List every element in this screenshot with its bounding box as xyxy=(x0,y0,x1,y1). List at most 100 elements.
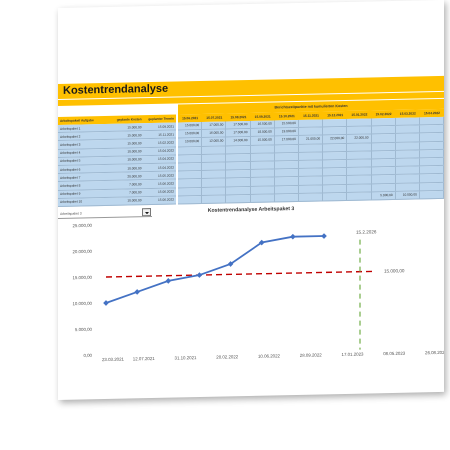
reported-cost-cell xyxy=(347,126,372,135)
reported-cost-cell: 15.000,00 xyxy=(178,121,203,130)
reported-cost-cell: 16.000,00 xyxy=(202,129,227,138)
reported-cost-cell xyxy=(202,186,227,195)
reported-cost-cell xyxy=(419,157,444,166)
reported-cost-cell xyxy=(202,146,227,154)
series-line xyxy=(105,235,324,304)
reporting-table: Berichtszeitpunkte mit kumulierten Koste… xyxy=(178,98,444,205)
reported-cost-cell xyxy=(226,161,251,170)
planned-cost-cell: 7.000,00 xyxy=(129,190,142,195)
reported-cost-cell xyxy=(419,141,444,150)
planned-cost-cell: 15.000,00 xyxy=(127,133,142,138)
package-name-cell: Arbeitspaket 6 xyxy=(60,167,81,172)
reported-cost-cell xyxy=(371,175,396,183)
reported-cost-cell: 15.000,00 xyxy=(178,130,203,138)
reported-cost-cell xyxy=(202,162,227,171)
page-title: Kostentrendanalyse xyxy=(63,82,169,97)
reported-cost-cell xyxy=(395,133,420,142)
y-tick-label: 10.000,00 xyxy=(72,301,92,306)
reported-cost-cell xyxy=(323,192,348,201)
reported-cost-cell xyxy=(226,194,251,203)
reported-cost-cell xyxy=(419,149,444,158)
reported-cost-cell xyxy=(419,166,444,174)
planned-date-cell: 15.02.2022 xyxy=(158,140,174,145)
reported-cost-cell xyxy=(419,116,444,125)
package-name-cell: Arbeitspaket 2 xyxy=(60,134,81,139)
reported-cost-cell xyxy=(250,177,275,186)
y-tick-label: 25.000,00 xyxy=(72,223,92,228)
reported-cost-cell xyxy=(347,118,372,127)
x-tick-label: 26.08.2023 xyxy=(425,350,444,355)
reported-cost-cell: 22.000,00 xyxy=(323,135,348,144)
reported-cost-cell xyxy=(371,167,396,175)
x-tick-label: 31.10.2021 xyxy=(175,355,198,360)
x-tick-label: 17.01.2023 xyxy=(342,352,365,357)
x-tick-label: 08.05.2023 xyxy=(383,351,406,356)
planned-cost-label: 15.000,00 xyxy=(384,268,405,273)
planned-date-cell: 15.06.2022 xyxy=(158,197,174,203)
reported-cost-cell xyxy=(226,186,251,195)
data-point xyxy=(196,272,203,278)
reported-cost-cell xyxy=(347,183,372,192)
reported-cost-cell xyxy=(274,144,299,153)
reported-cost-cell xyxy=(371,142,396,151)
planned-date-cell: 15.05.2022 xyxy=(158,173,174,178)
reported-cost-cell xyxy=(298,184,324,193)
reported-cost-cell xyxy=(274,177,299,185)
reported-cost-cell xyxy=(178,171,203,179)
reported-cost-cell xyxy=(419,174,444,182)
reported-cost-cell xyxy=(298,119,324,128)
reported-cost-cell xyxy=(419,190,444,199)
reported-cost-cell xyxy=(226,153,251,162)
reported-cost-cell xyxy=(178,154,203,163)
reported-cost-cell xyxy=(250,185,275,194)
reported-cost-cell xyxy=(274,185,299,194)
reported-cost-cell xyxy=(323,176,348,184)
package-name-cell: Arbeitspaket 10 xyxy=(60,199,83,205)
reported-cost-cell xyxy=(347,192,372,200)
reported-cost-cell xyxy=(395,125,420,134)
reported-cost-cell xyxy=(395,174,420,183)
planned-date-cell: 15.06.2022 xyxy=(158,189,174,194)
header-planned-date: geplanter Termin xyxy=(148,116,174,122)
x-tick-label: 12.07.2021 xyxy=(133,356,156,361)
x-tick-label: 23.03.2021 xyxy=(102,357,125,362)
reported-cost-cell: 15.500,00 xyxy=(274,119,299,128)
reported-cost-cell: 12.000,00 xyxy=(202,137,227,146)
reported-cost-cell xyxy=(371,134,396,142)
x-tick-label: 28.09.2022 xyxy=(300,352,323,357)
x-tick-label: 10.06.2022 xyxy=(258,353,281,358)
reported-cost-cell xyxy=(347,151,372,159)
reported-cost-cell xyxy=(371,117,396,126)
planned-cost-cell: 10.000,00 xyxy=(127,165,142,171)
package-name-cell: Arbeitspaket 9 xyxy=(60,191,81,197)
planned-cost-cell: 20.000,00 xyxy=(127,173,142,179)
planned-date-cell: 15.11.2021 xyxy=(158,132,174,137)
planned-date-cell: 15.04.2022 xyxy=(158,156,174,162)
reported-cost-cell xyxy=(419,182,444,191)
cost-trend-chart: 0,00 5.000,00 10.000,00 15.000,00 20.000,00 2… xyxy=(72,223,444,362)
y-tick-label: 15.000,00 xyxy=(72,275,92,280)
planned-date-cell: 15.09.2021 xyxy=(158,124,174,129)
x-tick-label: 20.02.2022 xyxy=(216,354,239,359)
reported-cost-cell xyxy=(178,162,203,171)
planned-cost-cell: 15.000,00 xyxy=(127,141,142,146)
reported-cost-cell xyxy=(347,167,372,176)
reported-cost-cell xyxy=(202,154,227,162)
reported-cost-cell xyxy=(395,141,420,150)
reported-cost-cell xyxy=(371,150,396,159)
planned-cost-line xyxy=(106,270,376,278)
reported-cost-cell xyxy=(226,178,251,186)
package-name-cell: Arbeitspaket 5 xyxy=(60,158,81,164)
reported-cost-cell xyxy=(250,169,275,178)
reported-cost-cell xyxy=(250,161,275,170)
reported-cost-cell xyxy=(298,160,324,169)
planned-date-label: 15.2.2026 xyxy=(356,229,377,234)
reported-cost-cell xyxy=(250,145,275,153)
header-package: Arbeitspaket/ Aufgabe xyxy=(60,118,94,123)
data-point xyxy=(134,289,140,295)
reported-cost-cell: 17.000,00 xyxy=(202,121,227,130)
reported-cost-cell: 18.000,00 xyxy=(250,128,275,137)
reported-cost-cell xyxy=(395,117,420,126)
reported-cost-cell: 16.500,00 xyxy=(250,120,275,129)
reported-cost-cell xyxy=(395,150,420,158)
